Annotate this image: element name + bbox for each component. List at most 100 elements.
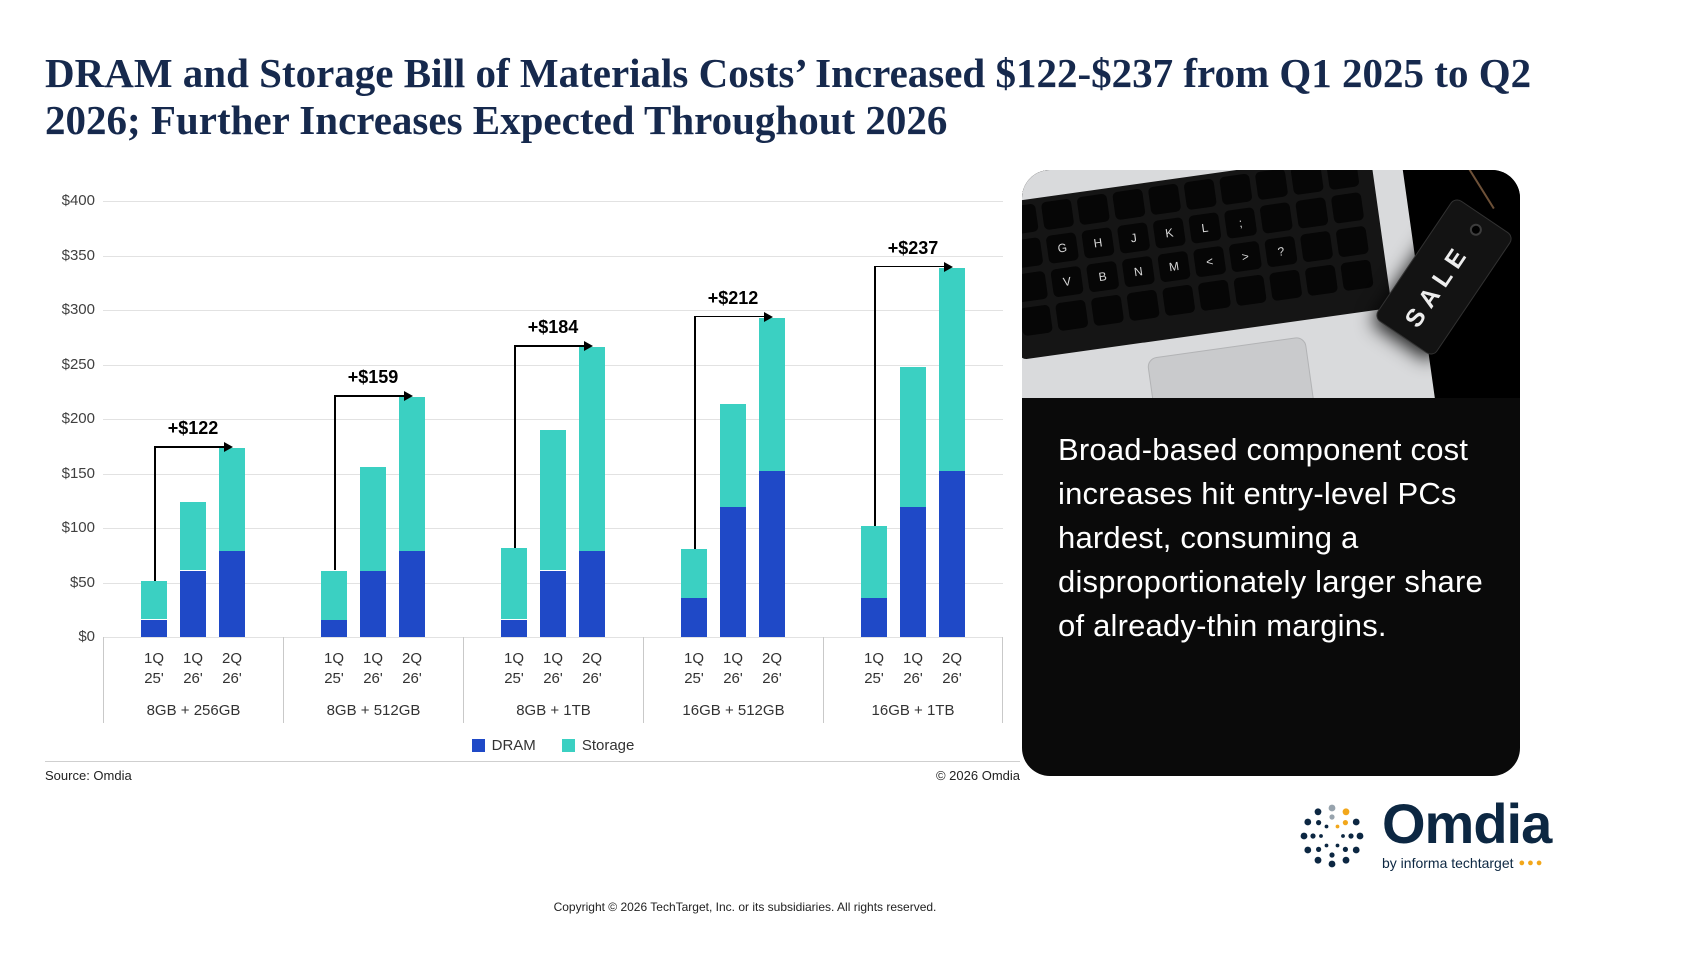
y-tick-label: $400: [61, 192, 95, 209]
keyboard-key: [1022, 304, 1053, 337]
x-tick-label: 1Q 25': [143, 650, 164, 687]
chart-copyright: © 2026 Omdia: [935, 768, 1020, 783]
keyboard-key: K: [1152, 217, 1187, 249]
omdia-tagline: by informa techtarget: [1382, 855, 1514, 871]
keyboard-key: <: [1192, 245, 1227, 278]
storage-bar-segment: [939, 267, 965, 472]
panel-text: Broad-based component cost increases hit…: [1058, 432, 1483, 644]
keyboard-key: B: [1085, 260, 1120, 293]
group-label: 16GB + 1TB: [823, 637, 1003, 723]
keyboard-key: [1022, 203, 1039, 236]
annotation-line: [334, 395, 404, 397]
annotation-line: [334, 395, 336, 571]
trackpad: [1146, 336, 1321, 398]
annotation-label: +$237: [887, 237, 939, 258]
storage-bar-segment: [321, 570, 347, 620]
chart: $0 $50 $100 $150 $200 $250 $300 $350 $400 +$122 +…: [45, 185, 1020, 785]
x-tick-label: 1Q 25': [503, 650, 524, 687]
legend-label: Storage: [581, 737, 635, 754]
legend: DRAM Storage: [103, 737, 1003, 754]
annotation-arrow: [764, 311, 773, 322]
dram-bar-segment: [219, 550, 245, 637]
annotation-label: +$159: [347, 367, 399, 388]
annotation-line: [694, 315, 764, 318]
y-tick-label: $200: [61, 410, 95, 427]
laptop: G H J K L; V B N M < >?: [1022, 170, 1442, 398]
legend-swatch: [561, 739, 575, 752]
x-tick-label: 1Q 26': [362, 650, 383, 687]
annotation-arrow: [944, 261, 953, 272]
keyboard-key: [1112, 188, 1146, 221]
dram-bar-segment: [360, 570, 386, 637]
storage-bar-segment: [141, 581, 167, 620]
x-tick-label: 1Q 26': [902, 650, 923, 687]
storage-bar-segment: [180, 501, 206, 571]
x-tick-label: 2Q 26': [761, 650, 782, 687]
x-tick-label: 1Q 25': [863, 650, 884, 687]
x-tick-label: 2Q 26': [581, 650, 602, 687]
keyboard-key: >: [1228, 240, 1263, 273]
gridline: [103, 419, 1003, 420]
keyboard-key: [1299, 230, 1334, 263]
dram-bar-segment: [141, 619, 167, 637]
dram-bar-segment: [861, 597, 887, 637]
group-label: 16GB + 512GB: [643, 637, 823, 723]
keyboard-key: [1161, 284, 1196, 317]
keyboard-key: [1022, 270, 1049, 303]
annotation-label: +$212: [707, 287, 759, 308]
keyboard-key: [1290, 170, 1324, 196]
gridline: [103, 201, 1003, 202]
dram-bar-segment: [321, 619, 347, 637]
annotation-line: [514, 345, 516, 548]
keyboard-key: [1254, 170, 1289, 201]
keyboard-key: M: [1157, 250, 1191, 283]
dram-bar-segment: [399, 550, 425, 637]
source-note: Source: Omdia: [45, 768, 132, 783]
x-tick-label: 1Q 26': [542, 650, 563, 687]
keyboard-key: [1147, 183, 1182, 216]
annotation-label: +$122: [167, 418, 219, 439]
footer-copyright: Copyright © 2026 TechTarget, Inc. or its…: [553, 900, 937, 914]
keyboard-key: [1304, 264, 1339, 297]
keyboard-key: G: [1045, 232, 1080, 264]
y-tick-label: $250: [61, 355, 95, 373]
keyboard-key: V: [1050, 265, 1084, 298]
keyboard-key: [1268, 269, 1303, 302]
x-tick-label: 2Q 26': [941, 650, 962, 687]
annotation-arrow: [404, 391, 413, 402]
gridline: [103, 310, 1003, 311]
sale-tag-hole: [1467, 221, 1485, 239]
dram-bar-segment: [939, 471, 965, 637]
keyboard-key: [1259, 201, 1294, 234]
x-tick-label: 2Q 26': [221, 650, 242, 687]
keyboard-key: [1040, 198, 1075, 231]
gridline: [103, 637, 1003, 638]
storage-bar-segment: [501, 547, 527, 620]
keyboard-key: [1335, 225, 1370, 258]
keyboard-key: [1340, 259, 1374, 292]
keyboard-key: [1126, 289, 1160, 322]
x-tick-label: 1Q 26': [182, 650, 203, 687]
keyboard-key: [1330, 191, 1365, 224]
annotation-line: [154, 446, 224, 448]
keyboard-key: [1233, 274, 1267, 307]
keyboard-key: [1022, 237, 1044, 269]
y-tick-label: $150: [61, 464, 95, 482]
keyboard-key: H: [1081, 227, 1115, 259]
annotation-label: +$184: [527, 317, 579, 338]
y-tick-label: $100: [61, 519, 95, 536]
dram-bar-segment: [501, 619, 527, 637]
legend-label: DRAM: [491, 737, 536, 754]
dram-bar-segment: [180, 570, 206, 637]
keyboard-key: [1054, 299, 1089, 332]
annotation-arrow: [584, 341, 593, 352]
dram-bar-segment: [681, 597, 707, 637]
x-tick-label: 1Q 26': [722, 650, 743, 687]
keyboard-key: [1183, 178, 1218, 211]
group-label: 8GB + 256GB: [103, 637, 283, 723]
keyboard: G H J K L; V B N M < >?: [1022, 170, 1392, 361]
keyboard-key: L: [1188, 212, 1222, 244]
omdia-logo: Omdia by informa techtarget ●●●: [1292, 796, 1552, 876]
tagline-dots: ●●●: [1518, 857, 1545, 869]
